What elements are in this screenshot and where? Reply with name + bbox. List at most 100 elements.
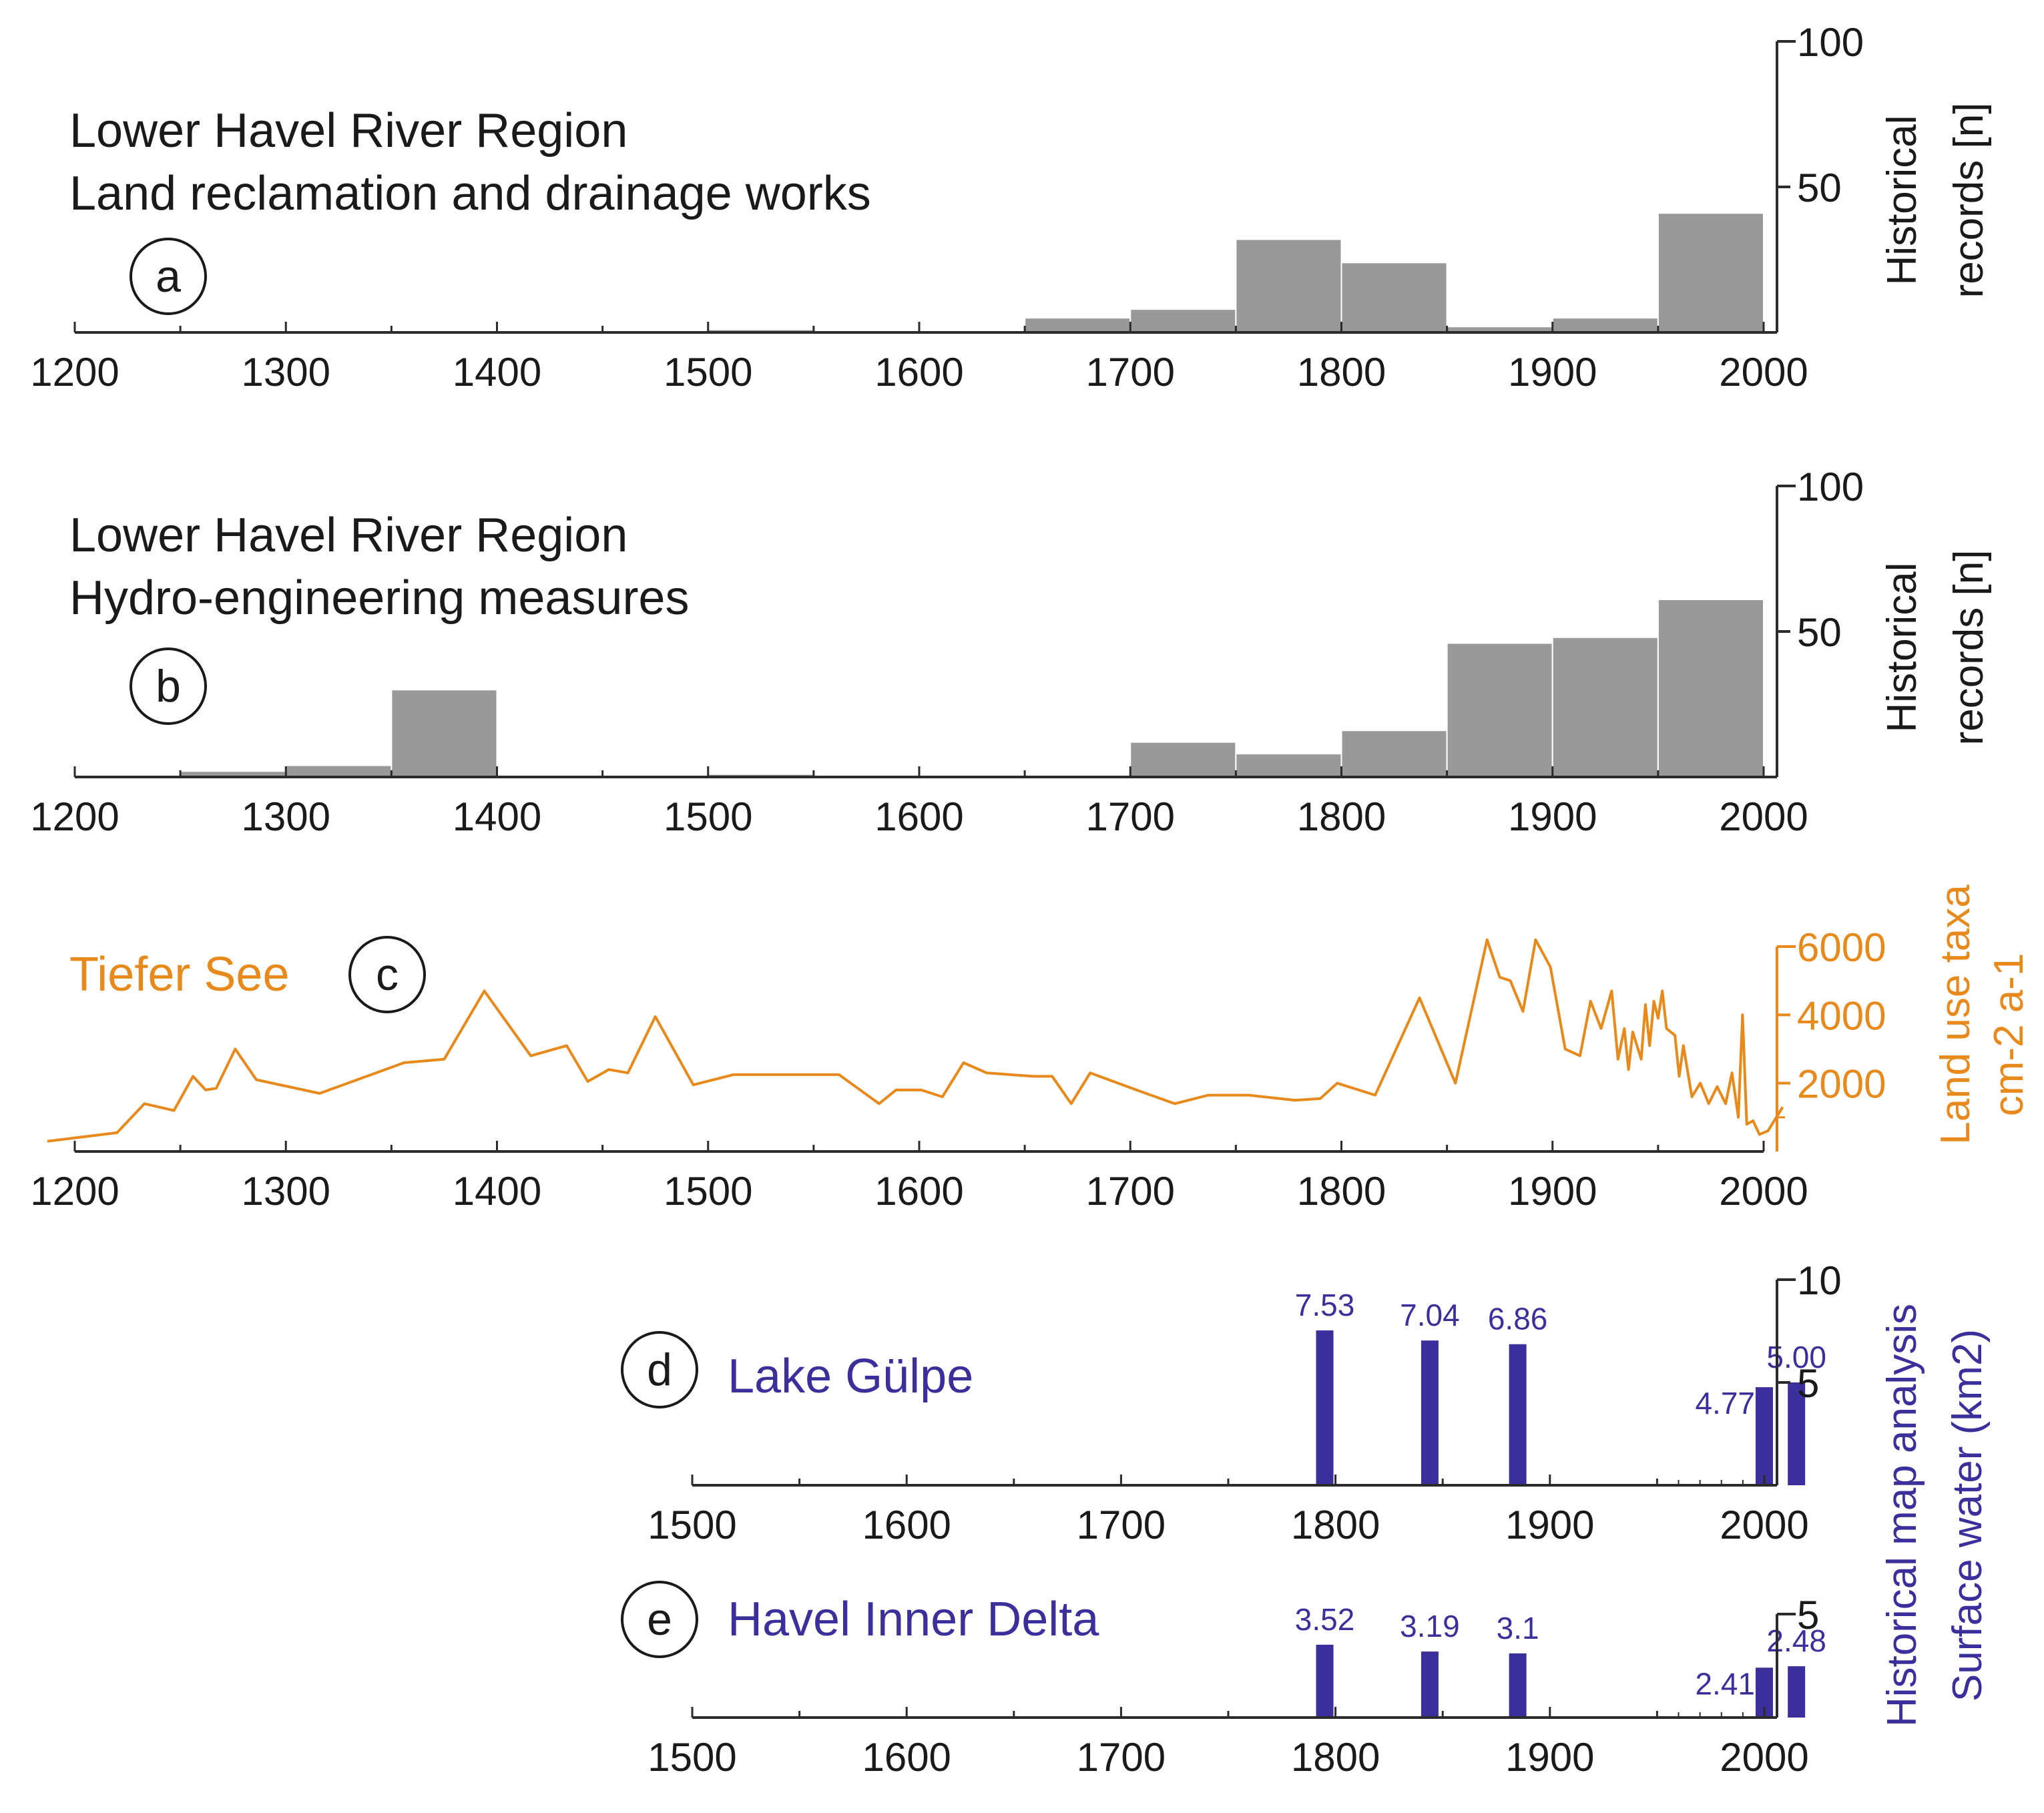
panel-e-title: Havel Inner Delta xyxy=(728,1593,1099,1646)
panel-a-x-tick-label: 1900 xyxy=(1508,350,1597,395)
panel-d-value-label: 4.77 xyxy=(1695,1386,1755,1420)
panel-a-y-tick-label: 50 xyxy=(1797,166,1842,210)
panel-b-bar xyxy=(1129,741,1237,778)
panel-e-x-tick-label: 2000 xyxy=(1720,1735,1808,1780)
panel-b-bar xyxy=(391,689,498,778)
panel-b-x-tick-label: 1800 xyxy=(1297,794,1386,839)
panel-c-x-tick-label: 1800 xyxy=(1297,1169,1386,1214)
panel-a-ylabel-line1: Historical xyxy=(1879,115,1925,286)
panel-b-x-tick-label: 1700 xyxy=(1086,794,1175,839)
panel-d-letter: d xyxy=(647,1344,672,1395)
panel-c-x-tick-label: 2000 xyxy=(1719,1169,1808,1214)
panel-c-x-tick-label: 1200 xyxy=(30,1169,119,1214)
panel-e-x-tick-label: 1800 xyxy=(1291,1735,1380,1780)
panel-e-x-tick-label: 1600 xyxy=(862,1735,951,1780)
panel-b-x-tick-label: 1600 xyxy=(874,794,963,839)
panel-c-y-tick-label: 4000 xyxy=(1797,993,1886,1038)
panel-b-x-tick-label: 1400 xyxy=(453,794,541,839)
panel-a-title-line2: Land reclamation and drainage works xyxy=(69,167,871,220)
panel-e-value-label: 3.19 xyxy=(1400,1609,1460,1643)
panel-b-bar xyxy=(285,764,393,778)
panel-e-value-label: 3.1 xyxy=(1497,1611,1539,1645)
panel-b-bar xyxy=(1446,642,1553,778)
panel-d-y-tick-label: 10 xyxy=(1797,1258,1842,1303)
panels-de-ylabel-line1: Historical map analysis xyxy=(1879,1304,1925,1727)
panel-a-x-tick-label: 1500 xyxy=(664,350,752,395)
panel-a-letter-circle xyxy=(130,238,207,315)
panel-a-x-tick-label: 1800 xyxy=(1297,350,1386,395)
panel-b-x-tick-label: 1500 xyxy=(664,794,752,839)
panel-a-letter: a xyxy=(156,251,181,302)
panel-a-bar xyxy=(1129,308,1237,333)
panel-e-letter-circle xyxy=(621,1581,698,1658)
panel-c-ylabel-line1: Land use taxa xyxy=(1933,884,1979,1145)
panel-b-letter-circle xyxy=(130,648,207,725)
panel-a-bar xyxy=(1235,238,1342,334)
panel-e-bar xyxy=(1788,1666,1806,1718)
panel-a-x-tick-label: 1200 xyxy=(30,350,119,395)
panel-e-value-label: 2.41 xyxy=(1695,1666,1755,1701)
panel-c-x-tick-label: 1700 xyxy=(1086,1169,1175,1214)
panel-b-bar xyxy=(1551,636,1659,778)
panel-b-title-line2: Hydro-engineering measures xyxy=(69,571,689,625)
panel-e: e Havel Inner Delta Historical map analy… xyxy=(621,1304,1991,1780)
panel-e-bar xyxy=(1509,1653,1527,1718)
panel-c-y-tick-label: 2000 xyxy=(1797,1062,1886,1107)
panel-d-x-tick-label: 1900 xyxy=(1505,1503,1594,1547)
panel-a-ylabel-line2: records [n] xyxy=(1946,103,1992,298)
panel-a: Lower Havel River Region Land reclamatio… xyxy=(30,20,1992,395)
panel-d-x-tick-label: 1800 xyxy=(1291,1503,1380,1547)
panel-a-bar xyxy=(1657,212,1764,333)
panel-c-series-line xyxy=(47,938,1784,1143)
panel-d-x-tick-label: 1700 xyxy=(1077,1503,1166,1547)
panel-a-bar xyxy=(1551,317,1659,334)
panel-d-bar xyxy=(1421,1340,1439,1485)
panel-b: Lower Havel River Region Hydro-engineeri… xyxy=(30,465,1992,839)
panel-b-x-tick-label: 1200 xyxy=(30,794,119,839)
panel-d-x-tick-label: 1600 xyxy=(862,1503,951,1547)
panel-c-x-tick-label: 1900 xyxy=(1508,1169,1597,1214)
panel-e-bar xyxy=(1421,1651,1439,1718)
panel-d-bar xyxy=(1509,1344,1527,1485)
panel-c-x-tick-label: 1300 xyxy=(242,1169,330,1214)
panel-d-bar xyxy=(1756,1387,1773,1485)
panel-e-x-tick-label: 1500 xyxy=(648,1735,736,1780)
panel-b-x-tick-label: 2000 xyxy=(1719,794,1808,839)
panel-c-y-tick-label: 6000 xyxy=(1797,925,1886,970)
panel-c-letter-circle xyxy=(348,936,426,1013)
panel-b-title-line1: Lower Havel River Region xyxy=(69,509,627,562)
panel-c-ylabel-line2: cm-2 a-1 xyxy=(1986,953,2032,1117)
panel-c: Tiefer See c Land use taxa cm-2 a-1 1200… xyxy=(30,884,2032,1214)
panel-b-ylabel-line2: records [n] xyxy=(1946,550,1992,746)
panel-b-x-tick-label: 1300 xyxy=(242,794,330,839)
panel-d-value-label: 6.86 xyxy=(1488,1302,1548,1336)
panel-d-value-label: 7.53 xyxy=(1295,1288,1355,1322)
panel-d-letter-circle xyxy=(621,1331,698,1408)
panel-a-bar xyxy=(1024,317,1131,334)
panel-d-value-label: 7.04 xyxy=(1400,1298,1460,1332)
panel-b-bar xyxy=(1235,753,1342,778)
panel-a-title-line1: Lower Havel River Region xyxy=(69,104,627,158)
panel-e-x-tick-label: 1900 xyxy=(1505,1735,1594,1780)
panel-b-bar xyxy=(1340,730,1448,778)
panel-d-bar xyxy=(1788,1382,1806,1485)
panel-e-letter: e xyxy=(647,1594,672,1645)
panel-c-x-tick-label: 1600 xyxy=(874,1169,963,1214)
panel-a-x-tick-label: 2000 xyxy=(1719,350,1808,395)
panel-a-y-tick-label: 100 xyxy=(1797,20,1864,65)
panel-b-letter: b xyxy=(156,661,181,712)
panel-b-bar xyxy=(1657,599,1764,778)
panel-c-x-tick-label: 1400 xyxy=(453,1169,541,1214)
panel-c-x-tick-label: 1500 xyxy=(664,1169,752,1214)
panel-b-x-tick-label: 1900 xyxy=(1508,794,1597,839)
panel-d-x-tick-label: 2000 xyxy=(1720,1503,1808,1547)
panel-e-bar xyxy=(1316,1644,1334,1718)
panel-a-x-tick-label: 1700 xyxy=(1086,350,1175,395)
panel-a-x-tick-label: 1400 xyxy=(453,350,541,395)
panel-c-title: Tiefer See xyxy=(69,948,289,1001)
panel-a-bar xyxy=(1340,262,1448,333)
panel-d-title: Lake Gülpe xyxy=(728,1350,973,1403)
panel-e-x-tick-label: 1700 xyxy=(1077,1735,1166,1780)
